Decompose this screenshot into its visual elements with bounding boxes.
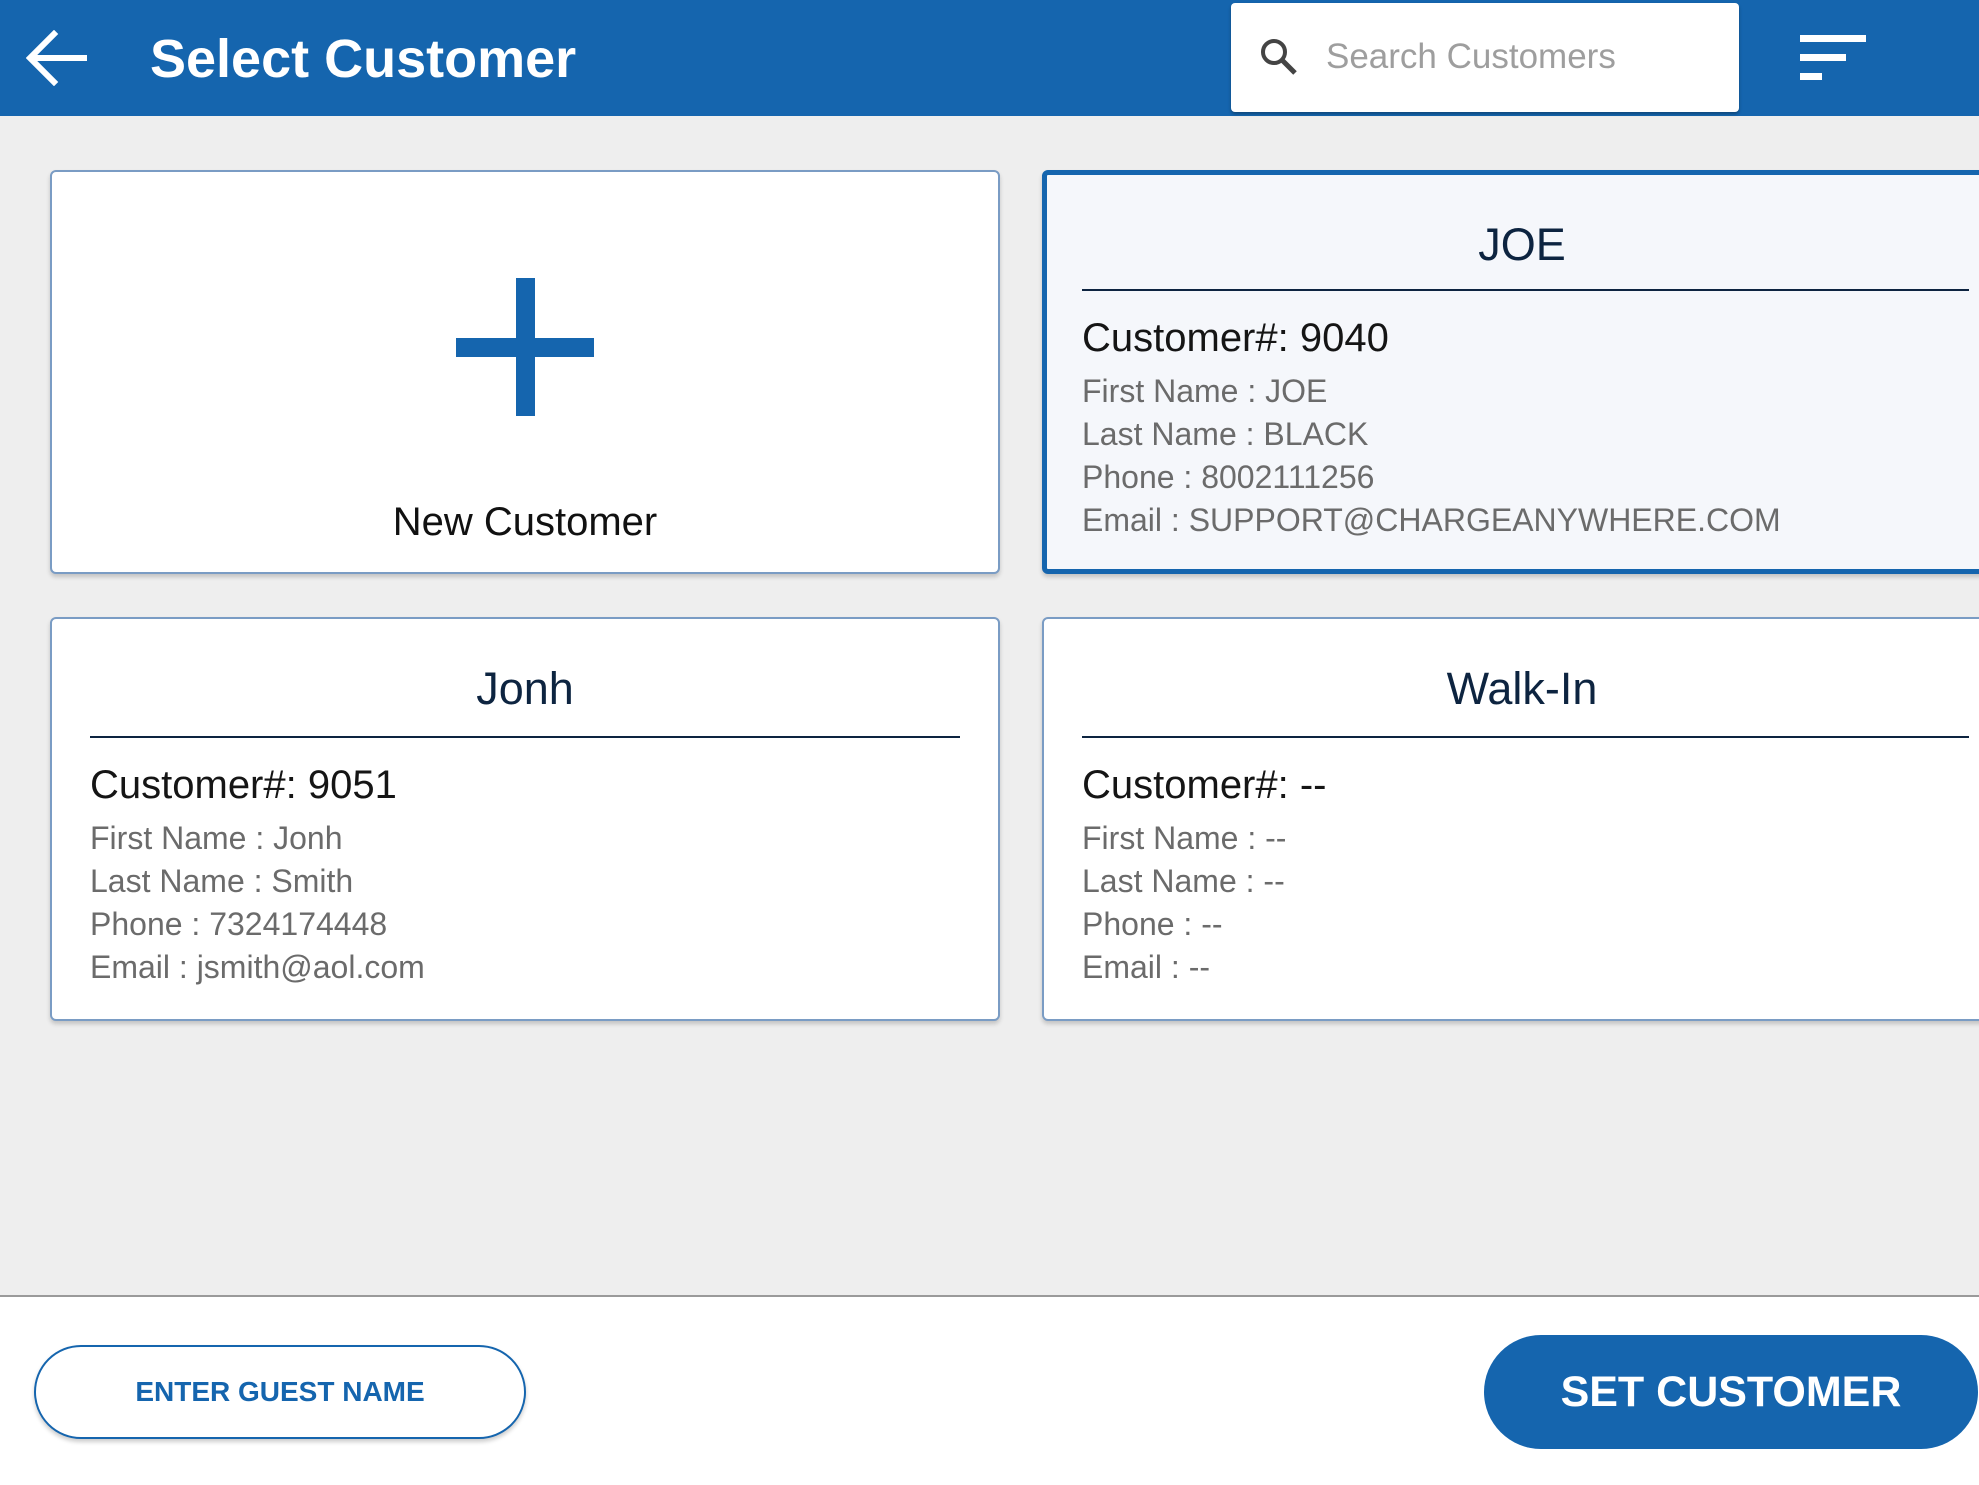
- search-input[interactable]: [1326, 28, 1716, 86]
- divider: [1082, 736, 1969, 738]
- last-name: Last Name : Smith: [90, 863, 354, 899]
- customer-details: First Name : -- Last Name : -- Phone : -…: [1082, 817, 1286, 989]
- customer-name: JOE: [1478, 219, 1566, 270]
- first-name: First Name : JOE: [1082, 373, 1328, 409]
- divider: [90, 736, 960, 738]
- customer-number: Customer#: 9040: [1082, 316, 1389, 360]
- customer-name: Walk-In: [1446, 663, 1598, 714]
- email: Email : jsmith@aol.com: [90, 949, 425, 985]
- customer-name: Jonh: [476, 663, 574, 714]
- page-title: Select Customer: [150, 29, 577, 89]
- first-name: First Name : --: [1082, 820, 1287, 856]
- set-customer-button[interactable]: SET CUSTOMER: [1484, 1335, 1978, 1449]
- email: Email : --: [1082, 949, 1210, 985]
- app-header: Select Customer: [0, 0, 1979, 116]
- plus-icon: [456, 278, 594, 416]
- customer-card-walk-in[interactable]: Walk-In Customer#: -- First Name : -- La…: [1042, 617, 1979, 1021]
- phone: Phone : 7324174448: [90, 906, 388, 942]
- divider: [1082, 289, 1969, 291]
- enter-guest-name-button[interactable]: ENTER GUEST NAME: [34, 1345, 526, 1439]
- customer-card-jonh[interactable]: Jonh Customer#: 9051 First Name : Jonh L…: [50, 617, 1000, 1021]
- customer-number: Customer#: 9051: [90, 763, 397, 807]
- phone: Phone : 8002111256: [1082, 459, 1375, 495]
- back-button[interactable]: [25, 29, 88, 87]
- last-name: Last Name : --: [1082, 863, 1285, 899]
- last-name: Last Name : BLACK: [1082, 416, 1369, 452]
- sort-button[interactable]: [1798, 33, 1868, 83]
- footer-divider: [0, 1295, 1979, 1297]
- first-name: First Name : Jonh: [90, 820, 343, 856]
- phone: Phone : --: [1082, 906, 1223, 942]
- new-customer-card[interactable]: New Customer: [50, 170, 1000, 574]
- search-box[interactable]: [1231, 3, 1739, 112]
- customer-number: Customer#: --: [1082, 763, 1327, 807]
- sort-lines-icon: [1800, 35, 1866, 80]
- search-icon: [1261, 39, 1297, 75]
- email: Email : SUPPORT@CHARGEANYWHERE.COM: [1082, 502, 1781, 538]
- customer-details: First Name : Jonh Last Name : Smith Phon…: [90, 817, 425, 989]
- customer-card-joe[interactable]: JOE Customer#: 9040 First Name : JOE Las…: [1042, 170, 1979, 574]
- new-customer-label: New Customer: [392, 500, 658, 544]
- arrow-left-icon: [25, 29, 87, 87]
- customer-details: First Name : JOE Last Name : BLACK Phone…: [1082, 370, 1781, 542]
